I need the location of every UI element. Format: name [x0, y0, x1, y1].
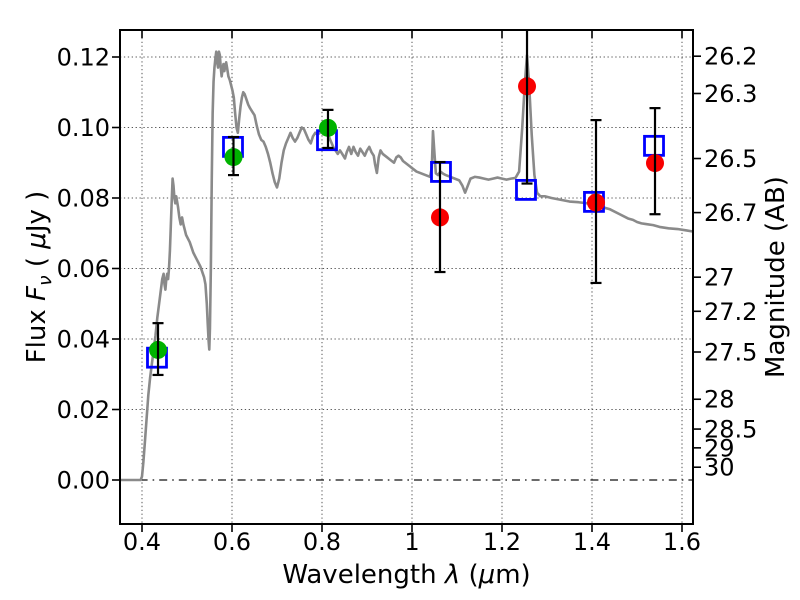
- error-bar: [434, 160, 446, 274]
- x-tick-label: 0.6: [213, 528, 251, 556]
- x-tick-label: 1.2: [483, 528, 521, 556]
- x-tick-label: 1.4: [573, 528, 611, 556]
- y-tick-label-left: 0.12: [57, 44, 110, 72]
- y-tick-label-right: 27: [704, 264, 735, 292]
- y-tick-label-left: 0.04: [57, 326, 110, 354]
- error-bar: [521, 30, 533, 185]
- y-tick-label-right: 26.7: [704, 199, 757, 227]
- y-tick-label-left: 0.06: [57, 255, 110, 283]
- y-tick-label-left: 0.02: [57, 396, 110, 424]
- y-tick-label-right: 26.5: [704, 145, 757, 173]
- error-bar: [322, 108, 334, 150]
- y-tick-label-left: 0.10: [57, 114, 110, 142]
- y-tick-label-left: 0.08: [57, 185, 110, 213]
- x-tick-label: 0.4: [123, 528, 161, 556]
- y-tick-label-right: 27.2: [704, 298, 757, 326]
- y-tick-label-right: 27.5: [704, 339, 757, 367]
- error-bar: [152, 322, 164, 377]
- y-axis-label-left: Flux Fν ( μJy ): [22, 191, 56, 364]
- model-spectrum-line: [120, 50, 693, 482]
- x-tick-label: 1.6: [663, 528, 701, 556]
- x-axis-label: Wavelength λ (μm): [282, 560, 530, 590]
- x-tick-label: 1: [404, 528, 419, 556]
- x-tick-label: 0.8: [303, 528, 341, 556]
- y-tick-label-left: 0.00: [57, 467, 110, 495]
- y-tick-label-right: 28.5: [704, 416, 757, 444]
- y-tick-label-right: 26.2: [704, 43, 757, 71]
- error-bar: [590, 118, 602, 285]
- y-tick-label-right: 26.3: [704, 80, 757, 108]
- y-tick-label-right: 29: [704, 434, 735, 462]
- error-bar: [227, 135, 239, 177]
- y-tick-label-right: 28: [704, 386, 735, 414]
- error-bar: [649, 107, 661, 216]
- y-tick-label-right: 30: [704, 454, 735, 482]
- y-axis-label-right: Magnitude (AB): [761, 176, 791, 378]
